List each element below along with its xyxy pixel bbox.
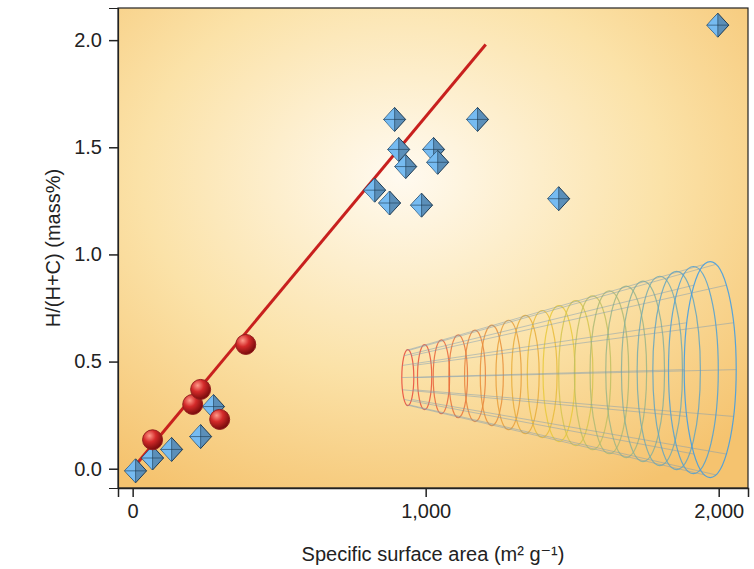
diamond-edge — [379, 191, 401, 215]
circle-point — [191, 379, 211, 399]
diamond-point — [379, 191, 401, 215]
diamond-edge — [161, 437, 183, 461]
diamond-edge — [395, 155, 417, 179]
diamond-edge — [411, 193, 433, 217]
diamond-edge — [125, 459, 147, 483]
diamond-point — [427, 150, 449, 174]
diamond-body — [467, 107, 489, 131]
x-axis: 0 1,000 2,000 — [119, 488, 749, 522]
chart: 0 1,000 2,000 0.0 0.5 1.0 1.5 2.0 Specific surfa… — [0, 0, 754, 569]
diamond-body — [161, 437, 183, 461]
nanotube-line — [402, 323, 686, 366]
nanotube-line — [404, 285, 694, 356]
y-tick-label: 0.0 — [74, 458, 102, 480]
plot-frame — [118, 8, 748, 488]
nanotube-line — [404, 399, 694, 454]
diamond-edge — [467, 107, 489, 131]
fit-line — [133, 44, 486, 468]
x-tick-label: 2,000 — [694, 500, 744, 522]
x-tick-label: 0 — [128, 500, 139, 522]
circle-point — [236, 334, 256, 354]
diamond-point — [125, 459, 147, 483]
x-tick-label: 1,000 — [401, 500, 451, 522]
x-axis-line — [119, 489, 749, 498]
y-tick-label: 1.5 — [74, 136, 102, 158]
y-axis-title: H/(H+C) (mass%) — [42, 169, 64, 327]
y-tick-label: 2.0 — [74, 29, 102, 51]
plot: 0 1,000 2,000 0.0 0.5 1.0 1.5 2.0 — [74, 8, 748, 522]
marks — [125, 13, 729, 483]
x-tick-mark — [718, 488, 720, 497]
diamond-body — [190, 425, 212, 449]
y-tick: 0.0 — [74, 458, 118, 480]
diamond-body — [395, 155, 417, 179]
diamond-point — [467, 107, 489, 131]
diamond-body — [707, 13, 729, 37]
x-tick: 2,000 — [694, 488, 744, 522]
diamond-point — [548, 187, 570, 211]
y-tick-mark — [109, 40, 118, 42]
nanotube-line — [402, 390, 686, 417]
diamond-body — [427, 150, 449, 174]
y-axis: 0.0 0.5 1.0 1.5 2.0 — [74, 9, 118, 489]
nanotube-line — [414, 370, 736, 378]
nanotube-line — [402, 370, 684, 378]
nanotube-line — [413, 390, 733, 417]
diamond-body — [411, 193, 433, 217]
y-tick-mark — [109, 254, 118, 256]
nanotube-line — [412, 285, 727, 356]
x-tick-mark — [132, 488, 134, 497]
y-tick-mark — [109, 361, 118, 363]
y-tick-mark — [109, 468, 118, 470]
y-tick-mark — [109, 147, 118, 149]
nanotube-line — [406, 405, 704, 475]
nanotube-illustration — [402, 262, 736, 478]
nanotube-line — [406, 264, 704, 350]
diamond-body — [125, 459, 147, 483]
nanotube-line — [413, 323, 733, 366]
nanotube-line — [409, 264, 716, 350]
diamond-point — [395, 155, 417, 179]
y-tick-label: 1.0 — [74, 243, 102, 265]
y-tick: 1.0 — [74, 243, 118, 265]
diamond-edge — [548, 187, 570, 211]
y-tick: 1.5 — [74, 136, 118, 158]
y-tick-label: 0.5 — [74, 350, 102, 372]
circle-point — [210, 409, 230, 429]
diamond-body — [384, 107, 406, 131]
diamond-edge — [427, 150, 449, 174]
diamond-body — [379, 191, 401, 215]
y-tick: 0.5 — [74, 350, 118, 372]
circle-point — [143, 430, 163, 450]
x-tick: 0 — [128, 488, 139, 522]
diamond-point — [384, 107, 406, 131]
x-tick-mark — [425, 488, 427, 497]
y-axis-line — [109, 9, 119, 489]
plot-background — [118, 8, 748, 488]
x-tick: 1,000 — [401, 488, 451, 522]
diamond-edge — [707, 13, 729, 37]
nanotube-line — [412, 399, 727, 454]
diamond-point — [190, 425, 212, 449]
y-tick: 2.0 — [74, 29, 118, 51]
diamond-point — [411, 193, 433, 217]
diamond-edge — [190, 425, 212, 449]
nanotube-line — [409, 405, 716, 475]
x-axis-title: Specific surface area (m² g⁻¹) — [302, 543, 565, 565]
diamond-body — [548, 187, 570, 211]
diamond-point — [161, 437, 183, 461]
diamond-point — [707, 13, 729, 37]
diamond-edge — [384, 107, 406, 131]
